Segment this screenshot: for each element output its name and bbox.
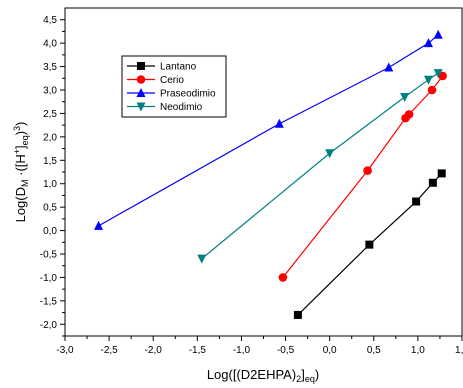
y-tick-label: 2,0: [43, 132, 57, 143]
series-layer: [94, 29, 447, 319]
x-tick-label: 0,5: [367, 345, 381, 356]
y-tick-label: 1,0: [43, 179, 57, 190]
data-point-cerio: [427, 85, 437, 95]
x-axis-ticks: -3,0 -2,5 -2,0 -1,5 -1,0 -0,5 0,0 0,5 1,0 1,5: [56, 336, 463, 356]
data-point-praseodimio: [423, 38, 433, 48]
y-axis-title: Log(DM ·([H+]eq)3): [12, 122, 30, 223]
data-point-praseodimio: [433, 29, 443, 39]
legend-label-praseodimio: Praseodimio: [160, 89, 216, 100]
x-tick-label: -1,5: [189, 345, 207, 356]
legend-entries: Lantano Cerio Praseodimio Neodimio: [127, 62, 216, 113]
x-tick-label: -2,5: [100, 345, 118, 356]
y-tick-label: -0,5: [40, 250, 58, 261]
x-tick-label: -3,0: [56, 345, 74, 356]
data-point-neodimio: [325, 149, 335, 159]
data-point-praseodimio: [94, 220, 104, 230]
y-tick-label: 3,5: [43, 62, 57, 73]
data-point-neodimio: [400, 93, 410, 103]
legend-label-cerio: Cerio: [160, 75, 184, 86]
data-point-lantano: [428, 178, 437, 187]
y-tick-label: 1,5: [43, 156, 57, 167]
x-tick-label: -2,0: [145, 345, 163, 356]
y-tick-label: 3,0: [43, 86, 57, 97]
x-tick-label: 1,0: [411, 345, 425, 356]
y-axis-ticks: -2,0 -1,5 -1,0 -0,5 0,0 0,5 1,0 1,5 2,0 2,5 3,0 3,5…: [40, 15, 65, 337]
y-tick-label: 4,0: [43, 39, 57, 50]
data-point-cerio: [278, 273, 288, 282]
data-point-lantano: [293, 310, 302, 319]
y-tick-label: 0,0: [43, 226, 57, 237]
y-tick-label: 0,5: [43, 203, 57, 214]
y-tick-label: 4,5: [43, 15, 57, 26]
legend-marker-praseodimio: [136, 88, 146, 97]
y-tick-label: -2,0: [40, 320, 58, 331]
data-point-cerio: [363, 166, 372, 175]
data-point-lantano: [365, 240, 374, 249]
legend-marker-neodimio: [136, 102, 146, 112]
data-point-cerio: [404, 110, 414, 119]
x-tick-label: 1,5: [455, 345, 463, 356]
legend: Lantano Cerio Praseodimio Neodimio: [121, 55, 227, 118]
y-tick-label: -1,0: [40, 273, 58, 284]
data-point-lantano: [412, 197, 421, 206]
legend-marker-lantano: [137, 62, 145, 70]
data-point-lantano: [437, 169, 446, 178]
data-point-cerio: [438, 71, 447, 81]
series-line-cerio: [282, 75, 444, 278]
legend-label-neodimio: Neodimio: [160, 102, 203, 113]
y-tick-label: -1,5: [40, 296, 58, 307]
legend-marker-cerio: [136, 75, 146, 84]
x-tick-label: 0,0: [323, 345, 337, 356]
legend-label-lantano: Lantano: [160, 62, 197, 73]
data-point-neodimio: [433, 69, 443, 79]
x-tick-label: -1,0: [233, 345, 251, 356]
y-tick-label: 2,5: [43, 109, 57, 120]
x-tick-label: -0,5: [277, 345, 295, 356]
data-point-praseodimio: [384, 62, 394, 72]
data-point-praseodimio: [274, 118, 284, 128]
data-point-neodimio: [197, 254, 207, 264]
data-point-neodimio: [423, 75, 433, 85]
x-axis-title: Log([(D2EHPA)2]eq): [207, 367, 319, 384]
